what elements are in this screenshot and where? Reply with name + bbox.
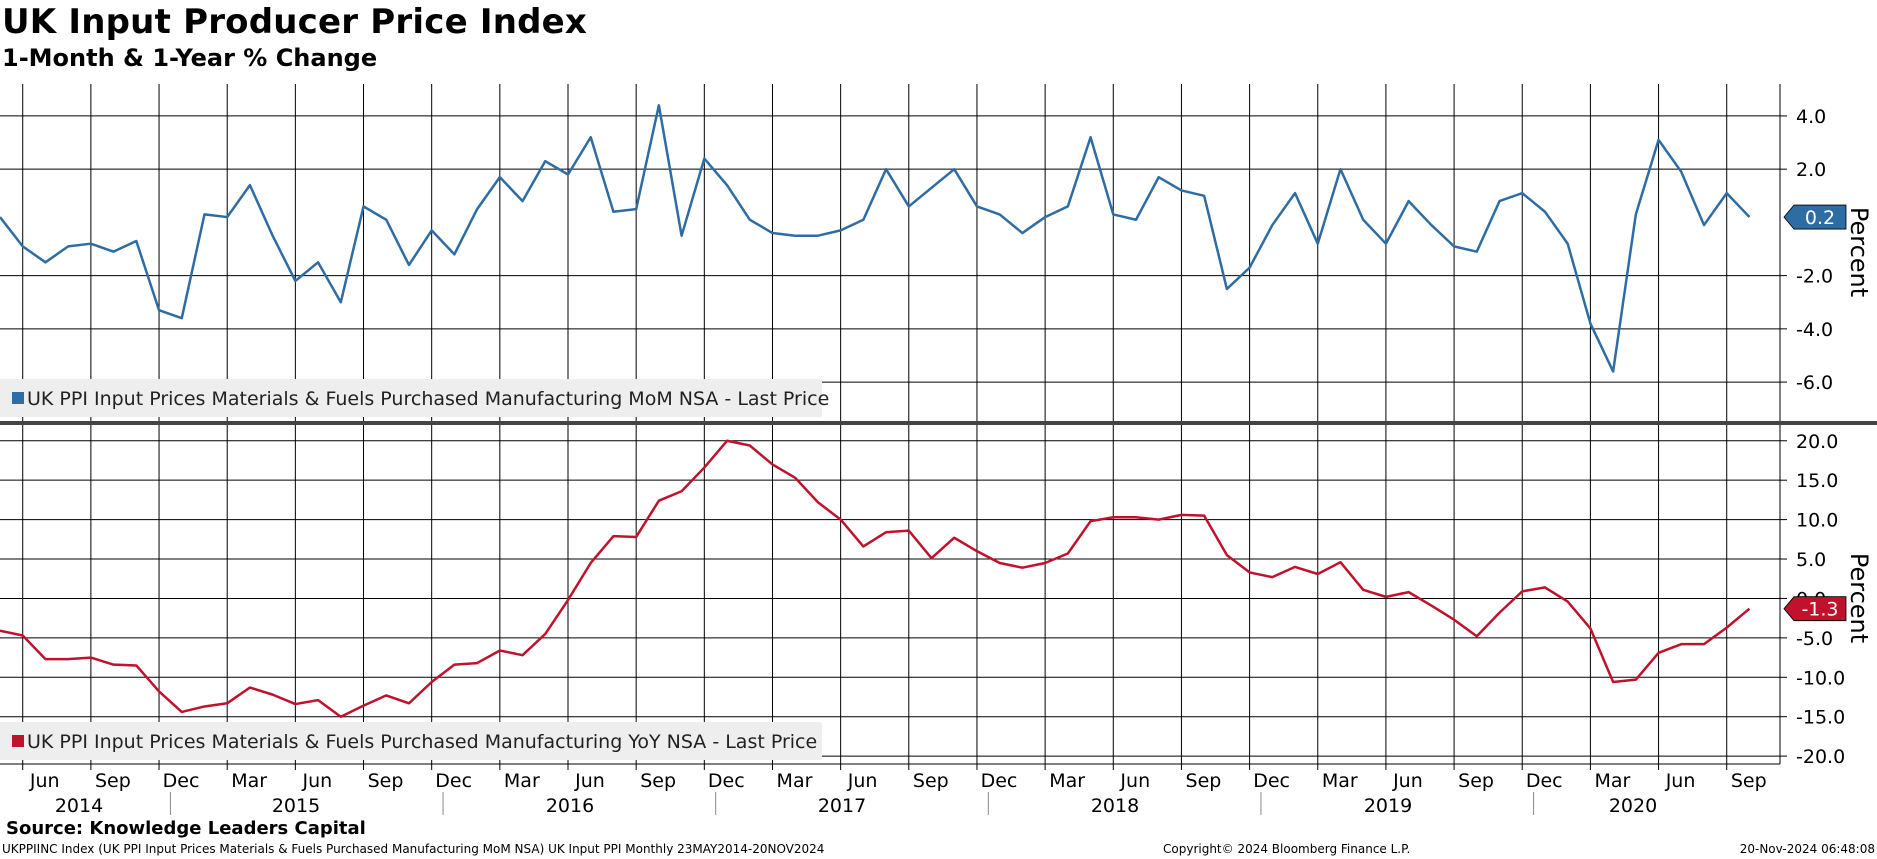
x-month-label: Sep bbox=[640, 770, 676, 792]
x-month-label: Jun bbox=[574, 770, 605, 792]
y-tick-label: 2.0 bbox=[1796, 159, 1826, 181]
y-axis-title: Percent bbox=[1845, 207, 1873, 297]
last-value-label: -1.3 bbox=[1801, 599, 1838, 621]
x-year-label: 2018 bbox=[1091, 795, 1139, 817]
x-month-label: Sep bbox=[95, 770, 131, 792]
y-tick-label: -2.0 bbox=[1796, 266, 1833, 288]
legend-label: UK PPI Input Prices Materials & Fuels Pu… bbox=[27, 731, 817, 753]
x-month-label: Sep bbox=[913, 770, 949, 792]
y-axis-title: Percent bbox=[1845, 553, 1873, 643]
x-month-label: Jun bbox=[847, 770, 878, 792]
x-month-label: Jun bbox=[29, 770, 60, 792]
x-month-label: Mar bbox=[1594, 770, 1630, 792]
legend-box bbox=[0, 379, 822, 417]
y-tick-label: -5.0 bbox=[1796, 628, 1833, 650]
grid-layer bbox=[0, 84, 1780, 770]
x-month-label: Dec bbox=[163, 770, 200, 792]
y-tick-label: 5.0 bbox=[1796, 549, 1826, 571]
y-tick-label: -10.0 bbox=[1796, 667, 1845, 689]
x-month-label: Sep bbox=[1731, 770, 1767, 792]
y-tick-label: 10.0 bbox=[1796, 510, 1838, 532]
last-value-label: 0.2 bbox=[1805, 207, 1835, 229]
y-tick-label: 4.0 bbox=[1796, 106, 1826, 128]
x-month-label: Mar bbox=[504, 770, 540, 792]
x-month-label: Sep bbox=[368, 770, 404, 792]
x-year-label: 2015 bbox=[272, 795, 320, 817]
x-month-label: Jun bbox=[1665, 770, 1696, 792]
ticker-description: UKPPIINC Index (UK PPI Input Prices Mate… bbox=[2, 842, 825, 856]
legend-swatch bbox=[12, 392, 24, 404]
x-month-label: Dec bbox=[708, 770, 745, 792]
y-tick-label: -20.0 bbox=[1796, 746, 1845, 768]
copyright-note: Copyright© 2024 Bloomberg Finance L.P. bbox=[1163, 842, 1411, 856]
mom-series-line bbox=[0, 104, 1751, 373]
chart-title: UK Input Producer Price Index bbox=[2, 2, 588, 42]
yoy-series-line bbox=[0, 439, 1751, 718]
x-month-label: Mar bbox=[231, 770, 267, 792]
legend-label: UK PPI Input Prices Materials & Fuels Pu… bbox=[27, 388, 829, 410]
x-year-label: 2016 bbox=[546, 795, 594, 817]
x-month-label: Dec bbox=[435, 770, 472, 792]
x-month-label: Dec bbox=[981, 770, 1018, 792]
x-month-label: Jun bbox=[1392, 770, 1423, 792]
x-year-label: 2019 bbox=[1364, 795, 1412, 817]
timestamp: 20-Nov-2024 06:48:08 bbox=[1739, 842, 1875, 856]
last-value-tag bbox=[1783, 204, 1847, 230]
x-month-label: Mar bbox=[1049, 770, 1085, 792]
x-year-label: 2014 bbox=[55, 795, 103, 817]
x-month-label: Mar bbox=[1322, 770, 1358, 792]
x-month-label: Dec bbox=[1253, 770, 1290, 792]
x-month-label: Sep bbox=[1458, 770, 1494, 792]
x-month-label: Sep bbox=[1186, 770, 1222, 792]
y-tick-label: 15.0 bbox=[1796, 470, 1838, 492]
y-tick-label: -6.0 bbox=[1796, 372, 1833, 394]
legend-swatch bbox=[12, 735, 24, 747]
legend-box bbox=[0, 722, 822, 760]
last-value-tag bbox=[1783, 596, 1847, 622]
x-month-label: Mar bbox=[777, 770, 813, 792]
axis-layer: 4.0 2.0 -2.0 -4.0 -6.0 Percent 0.2 20.0 15.0 10.0… bbox=[0, 84, 1877, 817]
y-tick-label: -15.0 bbox=[1796, 707, 1845, 729]
x-month-label: Jun bbox=[1119, 770, 1150, 792]
legend-layer: UK PPI Input Prices Materials & Fuels Pu… bbox=[0, 379, 829, 760]
x-year-label: 2017 bbox=[818, 795, 866, 817]
x-month-label: Dec bbox=[1526, 770, 1563, 792]
x-year-label: 2020 bbox=[1609, 795, 1657, 817]
series-layer bbox=[0, 104, 1751, 718]
panel-divider bbox=[0, 421, 1877, 425]
source-note: Source: Knowledge Leaders Capital bbox=[6, 818, 366, 839]
chart-subtitle: 1-Month & 1-Year % Change bbox=[2, 44, 378, 72]
y-tick-label: 20.0 bbox=[1796, 431, 1838, 453]
y-tick-label: -4.0 bbox=[1796, 319, 1833, 341]
x-month-label: Jun bbox=[302, 770, 333, 792]
